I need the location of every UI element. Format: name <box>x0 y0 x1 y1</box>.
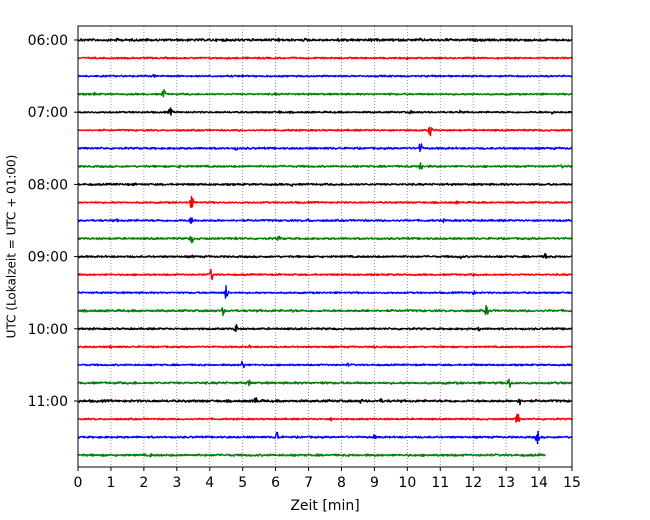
trace-line-0930 <box>77 284 573 299</box>
trace-line-1145 <box>77 452 547 458</box>
trace-line-1030 <box>77 360 573 369</box>
trace-line-0845 <box>77 235 573 244</box>
trace-line-0815 <box>77 195 573 209</box>
trace-line-0900 <box>77 252 573 260</box>
y-tick-label: 11:00 <box>28 394 68 410</box>
x-tick-label: 0 <box>74 475 83 491</box>
trace-line-0945 <box>77 304 573 317</box>
trace-line-0830 <box>77 217 573 225</box>
trace-line-1115 <box>77 413 573 423</box>
trace-lines <box>77 37 573 458</box>
x-axis-label: Zeit [min] <box>290 498 359 514</box>
trace-line-0715 <box>77 126 573 137</box>
x-tick-label: 4 <box>205 475 214 491</box>
y-tick-label: 06:00 <box>28 33 68 49</box>
x-tick-label: 15 <box>563 475 581 491</box>
x-tick-label: 9 <box>370 475 379 491</box>
x-tick-label: 12 <box>464 475 482 491</box>
trace-line-0645 <box>77 88 573 98</box>
trace-line-0915 <box>77 268 573 281</box>
x-tick-label: 10 <box>398 475 416 491</box>
trace-line-0700 <box>77 107 573 116</box>
trace-line-0630 <box>77 73 573 78</box>
trace-line-0600 <box>77 37 573 43</box>
y-tick-label: 08:00 <box>28 177 68 193</box>
x-tick-label: 5 <box>238 475 247 491</box>
x-tick-label: 11 <box>431 475 449 491</box>
trace-line-0800 <box>77 182 573 187</box>
trace-line-0730 <box>77 143 573 153</box>
x-tick-label: 6 <box>271 475 280 491</box>
x-tick-label: 1 <box>106 475 115 491</box>
plot-frame <box>77 25 573 468</box>
trace-line-1045 <box>77 378 573 388</box>
trace-line-1130 <box>77 430 573 445</box>
y-tick-label: 10:00 <box>28 322 68 338</box>
trace-line-0615 <box>77 56 573 61</box>
y-tick-label: 09:00 <box>28 250 68 266</box>
y-axis: 06:00 07:00 08:00 09:00 10:00 11:00 <box>28 33 78 410</box>
x-tick-label: 8 <box>337 475 346 491</box>
x-tick-label: 7 <box>304 475 313 491</box>
x-axis: 0 1 2 3 4 5 6 7 8 9 10 11 12 13 14 15 <box>74 467 581 491</box>
trace-line-1015 <box>77 344 573 350</box>
x-tick-label: 13 <box>497 475 515 491</box>
x-tick-label: 2 <box>139 475 148 491</box>
trace-line-1000 <box>77 324 573 333</box>
y-axis-label: UTC (Lokalzeit = UTC + 01:00) <box>5 155 19 339</box>
x-tick-label: 14 <box>530 475 548 491</box>
x-tick-label: 3 <box>172 475 181 491</box>
y-tick-label: 07:00 <box>28 105 68 121</box>
trace-line-1100 <box>77 397 573 406</box>
trace-line-0745 <box>77 162 573 170</box>
